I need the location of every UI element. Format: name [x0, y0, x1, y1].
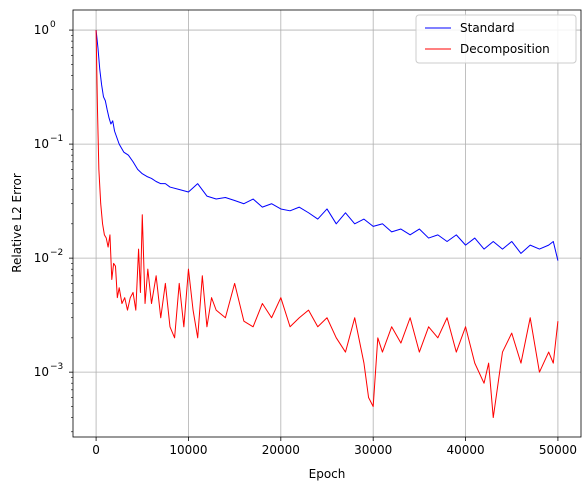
y-axis-label: Relative L2 Error: [10, 173, 24, 273]
y-tick-label: 10: [34, 365, 49, 379]
y-tick-exponent: 0: [50, 20, 56, 30]
legend: Standard Decomposition: [415, 14, 577, 64]
plot-frame: [72, 9, 582, 438]
x-tick-label: 20000: [262, 443, 300, 457]
x-tick-label: 10000: [169, 443, 207, 457]
x-tick-label: 30000: [354, 443, 392, 457]
y-tick-label: 10: [34, 251, 49, 265]
y-tick-exponent: −1: [50, 134, 63, 144]
legend-box: [415, 14, 577, 64]
series-line-standard: [95, 30, 559, 261]
x-tick-label: 40000: [446, 443, 484, 457]
legend-label-standard: Standard: [460, 21, 515, 35]
x-axis-label: Epoch: [309, 467, 346, 481]
x-tick-label: 0: [92, 443, 100, 457]
legend-label-decomposition: Decomposition: [460, 42, 550, 56]
y-tick-label: 10: [34, 137, 49, 151]
tick-layer: 0 10000 20000 30000 40000 5000010−310−210−110…: [34, 20, 577, 457]
x-tick-label: 50000: [539, 443, 577, 457]
y-tick-exponent: −3: [50, 362, 63, 372]
y-tick-label: 10: [34, 23, 49, 37]
series-line-decomposition: [95, 30, 559, 419]
plot-area: [73, 10, 581, 437]
series-layer: [95, 30, 559, 419]
y-tick-exponent: −2: [50, 248, 63, 258]
